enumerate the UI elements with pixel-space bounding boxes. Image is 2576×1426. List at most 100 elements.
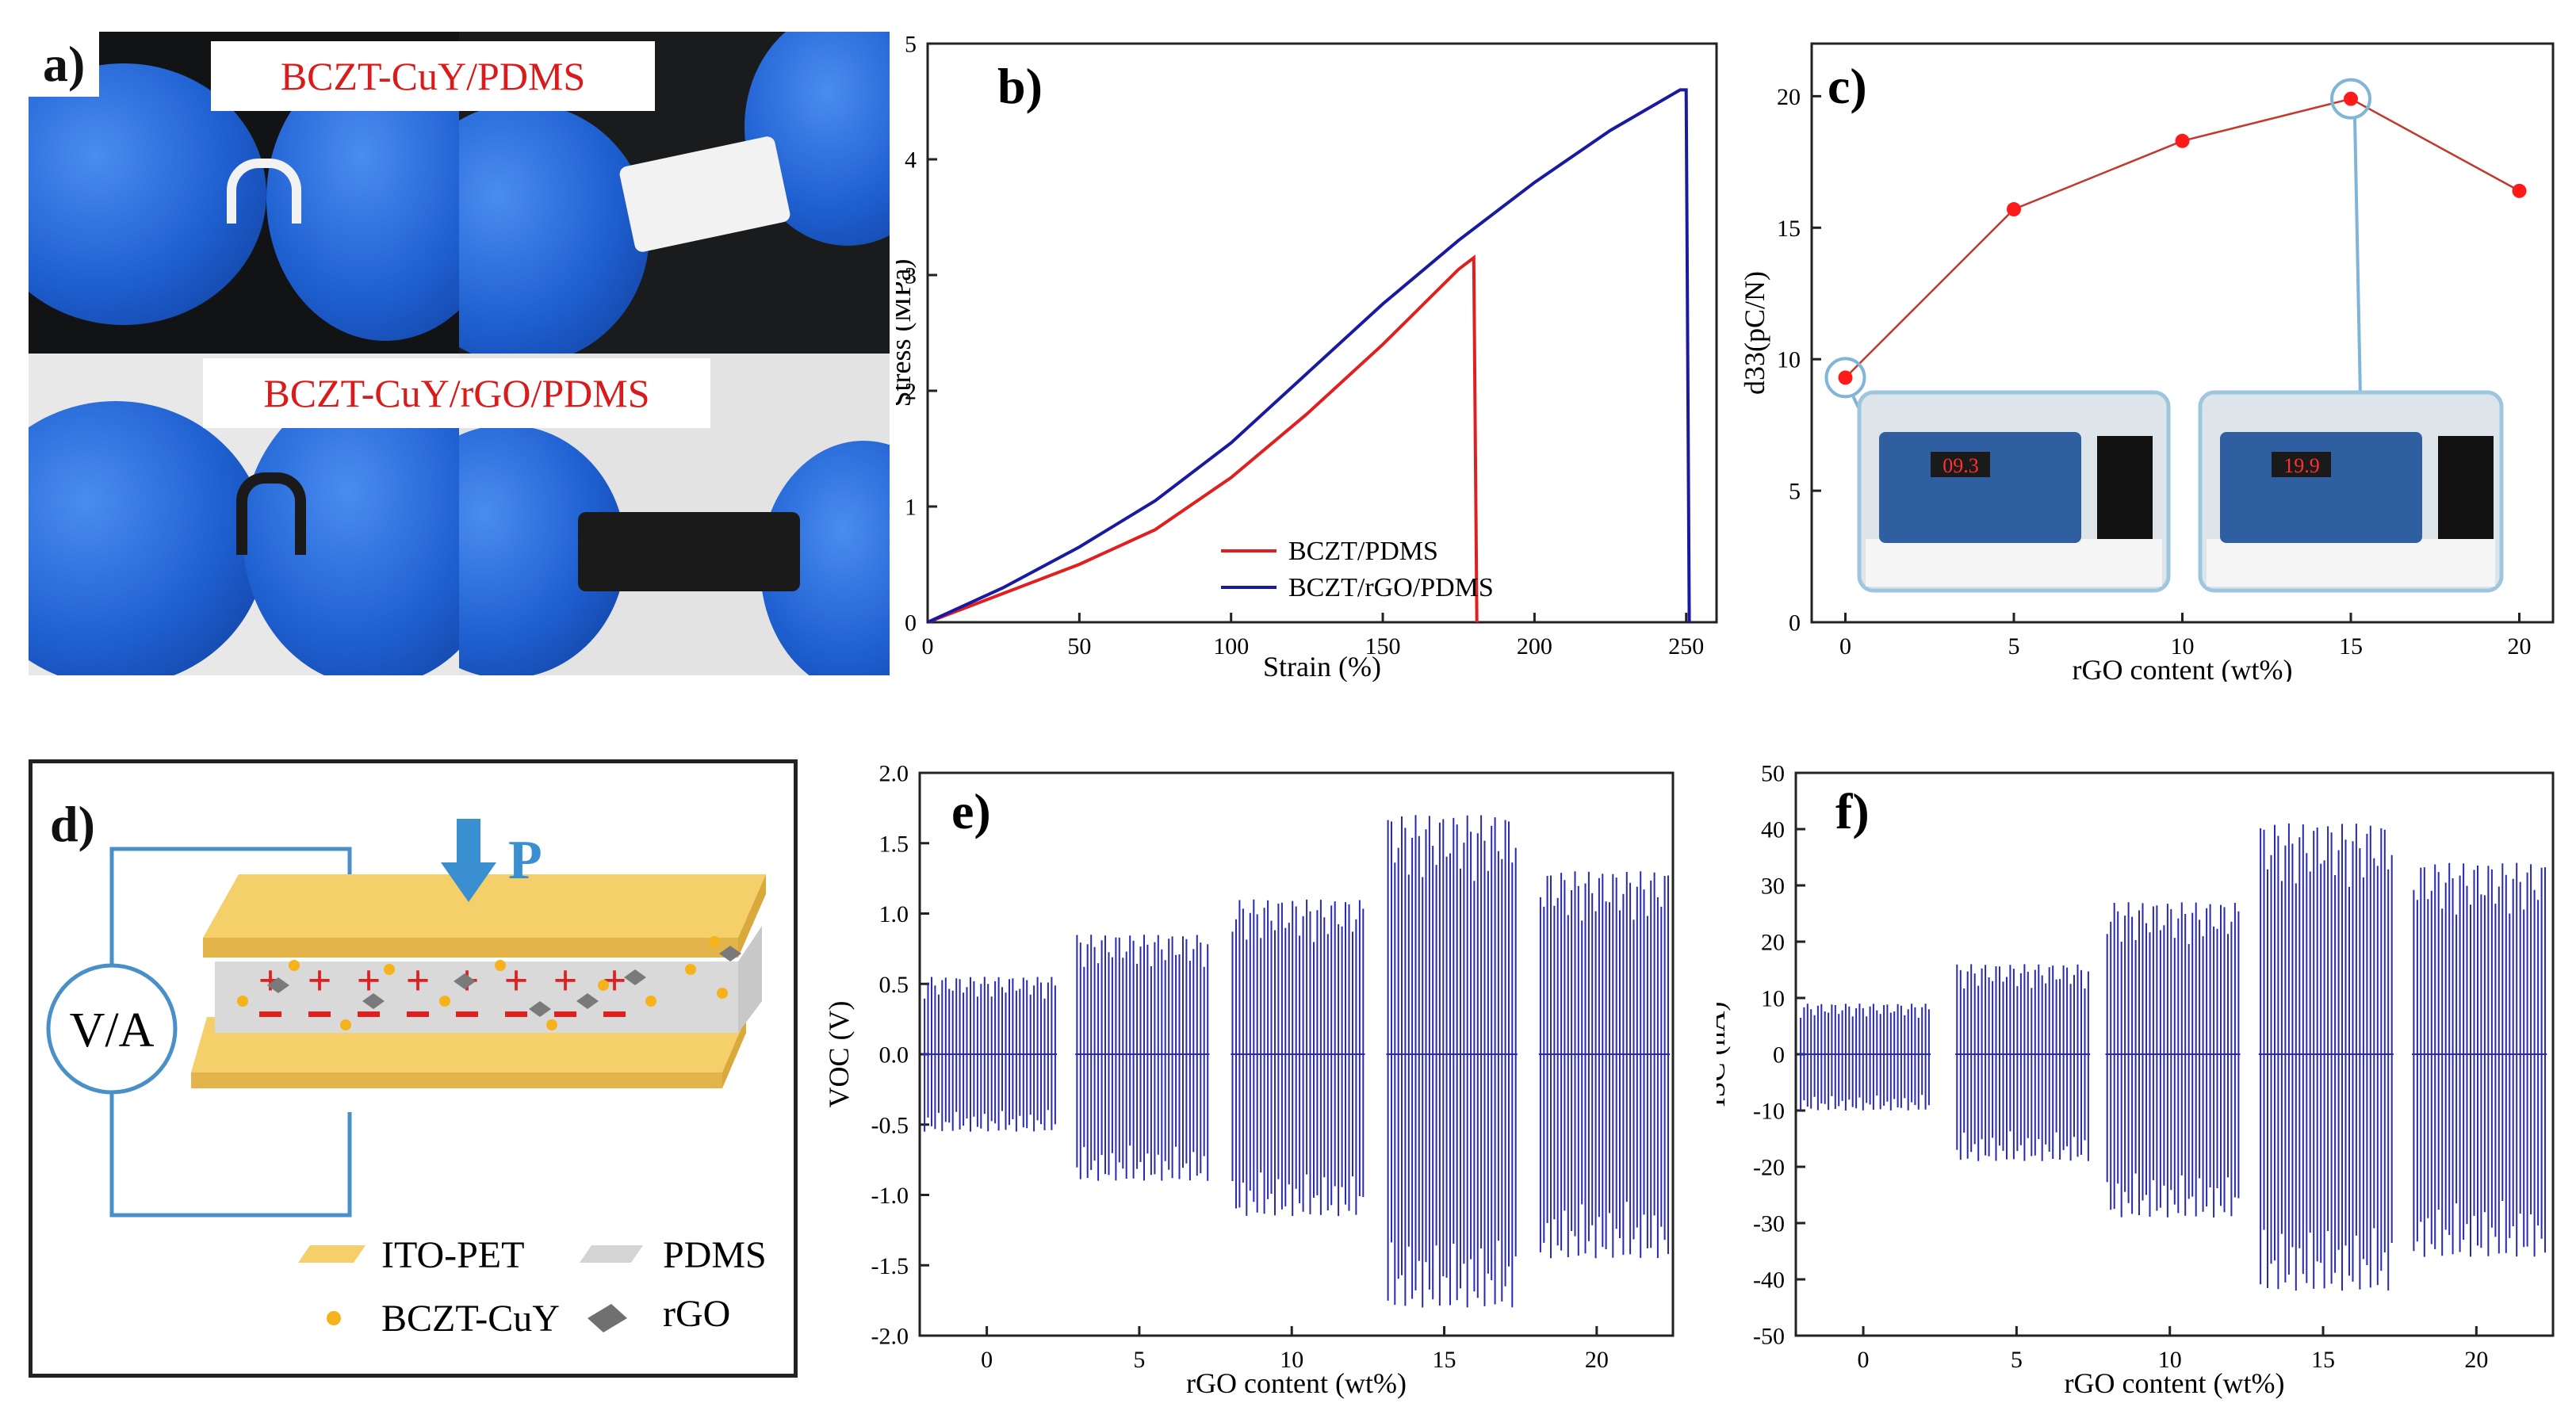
y-tick-label: 0.5 (879, 972, 909, 998)
photo-pdms-stretched (459, 32, 890, 354)
panel-label-f: f) (1835, 783, 1870, 839)
panel-label-c: c) (1828, 58, 1867, 114)
x-tick-label: 200 (1517, 633, 1552, 659)
waveform-group-20 (2412, 862, 2547, 1257)
y-tick-label: -2.0 (871, 1324, 909, 1350)
y-tick-label: 1 (905, 495, 917, 521)
bczt-particle (439, 996, 450, 1007)
x-tick-label: 0 (981, 1347, 993, 1373)
bczt-particle (384, 964, 395, 975)
y-axis-label: Stress (MPa) (896, 259, 917, 407)
rgo-flake (267, 977, 289, 993)
meter-circle (46, 963, 178, 1095)
x-axis-label: rGO content (wt%) (1186, 1367, 1407, 1399)
highlight-circle (1824, 357, 1866, 399)
rgo-flake (624, 969, 646, 985)
minus-charge (456, 1011, 478, 1017)
x-axis-label: Strain (%) (1263, 651, 1381, 682)
y-tick-label: 2 (905, 379, 917, 405)
rgo-flake (454, 973, 476, 989)
d33-point (2175, 133, 2190, 148)
waveform-group-20 (1538, 871, 1671, 1259)
y-tick-label: 3 (905, 263, 917, 289)
y-tick-label: -20 (1753, 1155, 1785, 1181)
y-tick-label: 0 (1789, 610, 1801, 637)
caption-bczt-cuy-pdms: BCZT-CuY/PDMS (211, 41, 655, 111)
waveform-group-10 (2105, 902, 2241, 1218)
meter-reading-15wt: 19.9 (2283, 454, 2320, 477)
bczt-particle (685, 964, 696, 975)
minus-charge (505, 1011, 527, 1017)
legend-label-0: BCZT/PDMS (1288, 537, 1438, 566)
minus-charge (259, 1011, 281, 1017)
inset-photo-15wt: 19.9 (2198, 390, 2504, 593)
bczt-particle (237, 996, 248, 1007)
waveform-group-0 (1798, 1004, 1931, 1111)
x-tick-label: 5 (2008, 633, 2020, 659)
legend-ito-pet: ITO-PET (381, 1234, 524, 1276)
y-tick-label: 4 (905, 147, 917, 174)
y-tick-label: -30 (1753, 1211, 1785, 1237)
bczt-particle (717, 988, 728, 999)
x-tick-label: 15 (2339, 633, 2363, 659)
minus-charge (358, 1011, 380, 1017)
panel-label-b: b) (997, 58, 1043, 114)
y-axis-label: d33(pC/N) (1739, 271, 1770, 395)
y-tick-label: 15 (1777, 216, 1801, 242)
d33-point (2007, 202, 2021, 217)
minus-charge (308, 1011, 331, 1017)
y-tick-label: 1.0 (879, 901, 909, 927)
panel-label-a: a) (29, 32, 100, 97)
y-tick-label: 30 (1761, 874, 1785, 900)
y-tick-label: 5 (1789, 479, 1801, 505)
x-tick-label: 10 (2171, 633, 2195, 659)
y-tick-label: 50 (1761, 761, 1785, 787)
rgo-flake (719, 946, 741, 961)
plot-frame (926, 42, 1718, 624)
x-tick-label: 5 (1133, 1347, 1145, 1373)
y-tick-label: 2.0 (879, 761, 909, 787)
y-tick-label: 40 (1761, 817, 1785, 843)
x-axis-label: rGO content (wt%) (2073, 654, 2293, 682)
plus-charge: + (553, 957, 578, 1004)
d33-point (2344, 91, 2358, 106)
bczt-particle (289, 960, 300, 971)
x-tick-label: 10 (1280, 1347, 1303, 1373)
minus-charge (603, 1011, 626, 1017)
x-tick-label: 250 (1668, 633, 1704, 659)
y-tick-label: 5 (905, 32, 917, 58)
waveform-group-0 (922, 977, 1058, 1132)
series-line-0 (927, 254, 1479, 624)
x-tick-label: 5 (2011, 1347, 2023, 1373)
panel-d-schematic: V/A ++++++++ P ITO-PET PDMS BCZT-CuY rGO… (29, 759, 798, 1378)
plus-charge: + (406, 957, 431, 1004)
x-tick-label: 0 (1858, 1347, 1870, 1373)
x-tick-label: 0 (922, 633, 934, 659)
y-tick-label: 0.0 (879, 1042, 909, 1069)
x-tick-label: 0 (1839, 633, 1851, 659)
x-tick-label: 15 (1433, 1347, 1456, 1373)
y-tick-label: -10 (1753, 1099, 1785, 1125)
waveform-group-15 (2258, 823, 2394, 1291)
waveform-group-10 (1231, 899, 1365, 1217)
minus-charge (407, 1011, 429, 1017)
x-tick-label: 150 (1365, 633, 1401, 659)
y-axis-label: VOC (V) (823, 1001, 855, 1108)
y-tick-label: 20 (1761, 930, 1785, 956)
plus-charge: + (308, 957, 332, 1004)
minus-charge (554, 1011, 576, 1017)
y-tick-label: -0.5 (871, 1112, 909, 1138)
waveform-group-15 (1386, 815, 1518, 1308)
y-tick-label: -1.0 (871, 1183, 909, 1209)
x-tick-label: 100 (1213, 633, 1249, 659)
caption-bczt-cuy-rgo-pdms: BCZT-CuY/rGO/PDMS (203, 358, 710, 428)
x-tick-label: 15 (2311, 1347, 2335, 1373)
y-tick-label: 20 (1777, 84, 1801, 110)
x-tick-label: 20 (2508, 633, 2532, 659)
x-axis-label: rGO content (wt%) (2065, 1367, 2285, 1399)
device-schematic: V/A ++++++++ P ITO-PET PDMS BCZT-CuY rGO (46, 819, 767, 1340)
legend-label-1: BCZT/rGO/PDMS (1288, 573, 1494, 602)
waveform-group-5 (1075, 935, 1210, 1181)
d33-point (2512, 183, 2527, 198)
y-tick-label: -50 (1753, 1324, 1785, 1350)
